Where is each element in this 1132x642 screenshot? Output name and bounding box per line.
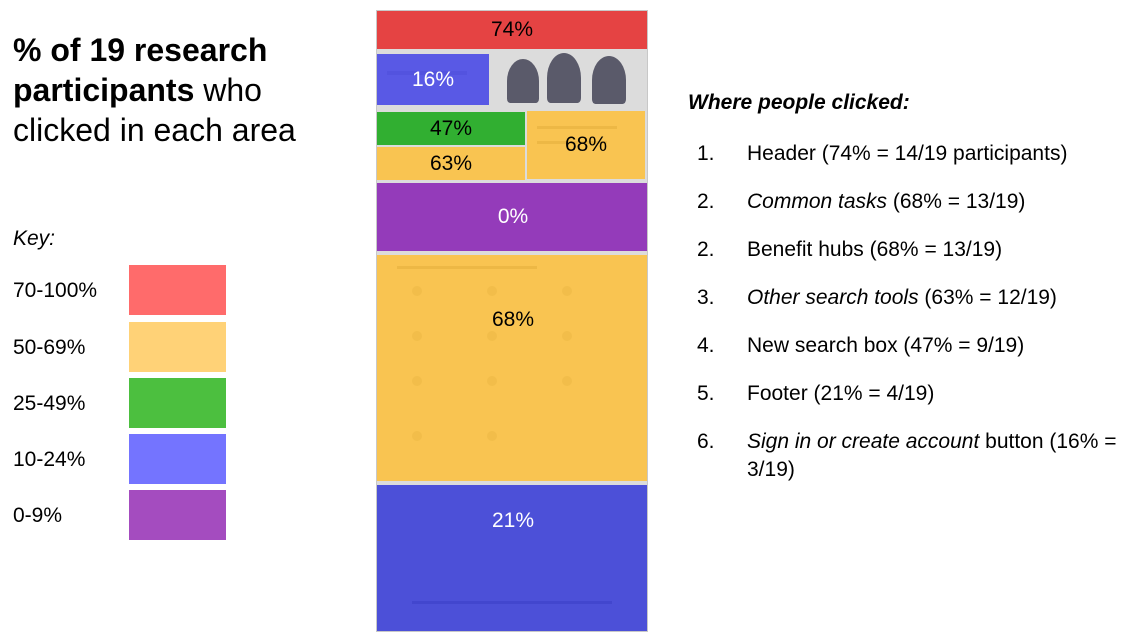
list-text-plain: button (16% = 3/19) xyxy=(747,430,1117,481)
region-veterans-section-pct: 0% xyxy=(497,205,529,228)
region-other-search: 63% xyxy=(377,147,525,180)
region-common-tasks: 68% xyxy=(527,111,645,179)
list-text-plain: New search box (47% = 9/19) xyxy=(747,334,1025,357)
list-text-plain: Benefit hubs (68% = 13/19) xyxy=(747,238,1003,261)
list-number: 3. xyxy=(697,286,715,309)
key-swatch xyxy=(129,322,226,372)
list-number: 2. xyxy=(697,238,715,261)
list-text-plain: (63% = 12/19) xyxy=(918,286,1057,309)
list-text: Common tasks (68% = 13/19) xyxy=(747,188,1132,216)
webpage-screenshot: 74% 16% 47% 68% 63% 0% 68% 21% xyxy=(376,10,648,632)
list-text-italic: Other search tools xyxy=(747,286,919,309)
list-number: 1. xyxy=(697,142,715,165)
region-veterans-section: 0% xyxy=(377,183,647,251)
list-title: Where people clicked: xyxy=(688,91,910,114)
key-row-10-24: 10-24% xyxy=(13,434,233,484)
title-bold: % of 19 research participants xyxy=(13,32,268,108)
region-other-search-pct: 63% xyxy=(429,151,473,175)
region-sign-in-pct: 16% xyxy=(411,67,455,91)
title-rest: who clicked in each area xyxy=(13,72,296,148)
region-footer: 21% xyxy=(377,485,647,631)
list-text-italic: Common tasks xyxy=(747,190,888,213)
list-number: 5. xyxy=(697,382,715,405)
list-text-plain: Footer (21% = 4/19) xyxy=(747,382,935,405)
page-title: % of 19 research participants who clicke… xyxy=(13,30,353,150)
key-row-50-69: 50-69% xyxy=(13,322,233,372)
key-row-label: 10-24% xyxy=(13,448,86,471)
region-header: 74% xyxy=(377,11,647,49)
key-label: Key: xyxy=(13,227,56,250)
list-text: Footer (21% = 4/19) xyxy=(747,380,1132,408)
key-row-label: 70-100% xyxy=(13,279,98,302)
list-text-italic: Sign in or create account xyxy=(747,430,980,453)
region-search-box: 47% xyxy=(377,112,525,145)
region-search-box-pct: 47% xyxy=(429,116,473,140)
key-swatch xyxy=(129,434,226,484)
region-common-tasks-pct: 68% xyxy=(564,133,608,156)
key-row-label: 0-9% xyxy=(13,504,63,527)
key-swatch xyxy=(129,265,226,315)
region-benefit-hubs-pct: 68% xyxy=(491,308,535,331)
key-row-label: 50-69% xyxy=(13,336,86,359)
region-benefit-hubs: 68% xyxy=(377,255,647,481)
key-row-0-9: 0-9% xyxy=(13,490,233,540)
list-text: Header (74% = 14/19 participants) xyxy=(747,140,1132,168)
key-row-25-49: 25-49% xyxy=(13,378,233,428)
mock-photo-person xyxy=(547,53,581,103)
list-number: 4. xyxy=(697,334,715,357)
key-swatch xyxy=(129,490,226,540)
region-footer-pct: 21% xyxy=(491,509,535,532)
key-swatch xyxy=(129,378,226,428)
key-row-70-100: 70-100% xyxy=(13,265,233,315)
mock-photo-person xyxy=(592,56,626,104)
region-sign-in: 16% xyxy=(377,54,489,105)
list-number: 6. xyxy=(697,430,715,453)
list-text: Other search tools (63% = 12/19) xyxy=(747,284,1132,312)
region-header-pct: 74% xyxy=(490,18,534,41)
list-text: Sign in or create account button (16% = … xyxy=(747,428,1132,484)
list-text: New search box (47% = 9/19) xyxy=(747,332,1132,360)
list-text: Benefit hubs (68% = 13/19) xyxy=(747,236,1132,264)
mock-photo-person xyxy=(507,59,539,103)
list-number: 2. xyxy=(697,190,715,213)
list-text-plain: (68% = 13/19) xyxy=(887,190,1026,213)
list-text-plain: Header (74% = 14/19 participants) xyxy=(747,142,1068,165)
key-row-label: 25-49% xyxy=(13,392,86,415)
